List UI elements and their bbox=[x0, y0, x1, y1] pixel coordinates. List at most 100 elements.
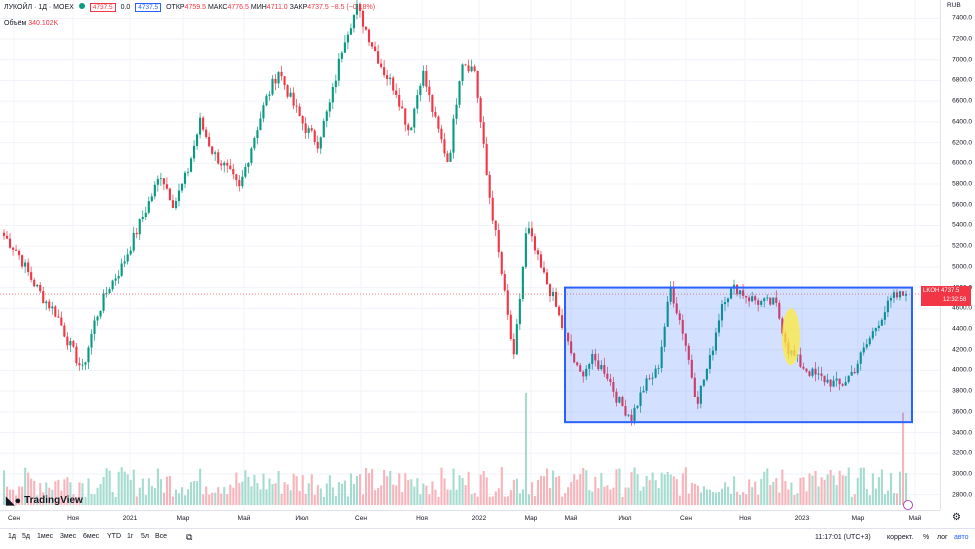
candle-body bbox=[123, 261, 126, 264]
volume-bar bbox=[464, 485, 467, 505]
volume-bar bbox=[238, 483, 241, 505]
volume-bar bbox=[190, 482, 193, 505]
volume-bar bbox=[358, 474, 362, 505]
volume-bar bbox=[211, 492, 214, 505]
volume-bar bbox=[582, 467, 585, 505]
candle-body bbox=[684, 333, 687, 346]
candle-body bbox=[579, 365, 582, 372]
volume-bar bbox=[473, 492, 476, 505]
price-chart[interactable] bbox=[0, 0, 940, 510]
auto-toggle[interactable]: авто bbox=[954, 534, 969, 541]
volume-bar bbox=[796, 493, 799, 505]
volume-bar bbox=[141, 478, 144, 505]
volume-bar bbox=[295, 476, 298, 505]
volume-bar bbox=[404, 473, 407, 505]
volume-bar bbox=[467, 471, 470, 505]
volume-bar bbox=[310, 474, 313, 505]
time-tick: 2022 bbox=[471, 515, 487, 522]
candle-body bbox=[558, 306, 561, 316]
sell-button[interactable]: 4737.5 bbox=[89, 3, 116, 12]
range-button-3[interactable]: 3мес bbox=[60, 533, 77, 540]
range-button-2[interactable]: 1мес bbox=[37, 533, 54, 540]
volume-bar bbox=[205, 486, 208, 505]
candle-body bbox=[337, 58, 340, 81]
volume-bar bbox=[817, 486, 820, 505]
currency-label[interactable]: RUB bbox=[947, 2, 961, 9]
candle-body bbox=[808, 371, 811, 376]
candle-body bbox=[274, 78, 277, 84]
volume-bar bbox=[177, 493, 181, 505]
volume-bar bbox=[702, 486, 705, 505]
volume-bar bbox=[905, 472, 908, 505]
candle-body bbox=[708, 355, 711, 369]
log-toggle[interactable]: лог bbox=[937, 534, 948, 541]
candle-body bbox=[289, 92, 292, 97]
compare-icon[interactable]: ⧉ bbox=[186, 532, 193, 542]
volume-bar bbox=[829, 469, 832, 505]
candle-body bbox=[247, 162, 250, 168]
candle-body bbox=[862, 347, 865, 353]
price-tick: 4400.0 bbox=[952, 325, 972, 333]
volume-bar bbox=[618, 468, 621, 505]
candle-body bbox=[265, 95, 268, 106]
volume-bar bbox=[663, 474, 666, 505]
candle-body bbox=[440, 128, 443, 140]
clock-time[interactable]: 11:17:01 (UTC+3) bbox=[815, 534, 871, 541]
range-button-6[interactable]: 1г bbox=[127, 533, 134, 540]
candle-body bbox=[548, 284, 552, 297]
candle-body bbox=[292, 92, 295, 106]
volume-bar bbox=[850, 496, 853, 505]
candle-body bbox=[853, 371, 856, 374]
range-button-5[interactable]: YTD bbox=[107, 533, 121, 540]
range-button-7[interactable]: 5л bbox=[141, 533, 149, 540]
volume-bar bbox=[129, 479, 132, 505]
volume-bar bbox=[838, 470, 841, 505]
adjust-toggle[interactable]: коррект. bbox=[887, 534, 914, 541]
tradingview-logo[interactable]: ◣● TradingView bbox=[6, 494, 83, 507]
candle-body bbox=[189, 158, 193, 172]
candle-body bbox=[880, 319, 883, 326]
candle-body bbox=[328, 102, 331, 112]
volume-bar bbox=[485, 477, 488, 505]
range-button-1[interactable]: 5д bbox=[22, 533, 30, 540]
candle-body bbox=[835, 378, 838, 381]
volume-bar bbox=[699, 492, 702, 505]
volume-bar bbox=[892, 492, 896, 505]
range-button-0[interactable]: 1д bbox=[8, 533, 16, 540]
volume-bar bbox=[895, 493, 899, 505]
candle-body bbox=[760, 301, 763, 305]
candle-body bbox=[114, 278, 117, 281]
volume-bar bbox=[105, 468, 108, 505]
volume-bar bbox=[552, 470, 555, 505]
candle-body bbox=[307, 128, 310, 133]
volume-bar bbox=[530, 482, 534, 505]
candle-body bbox=[42, 291, 45, 304]
symbol-title[interactable]: ЛУКОЙЛ · 1Д · MOEX bbox=[4, 4, 74, 11]
volume-bar bbox=[443, 478, 446, 505]
volume-bar bbox=[708, 489, 712, 505]
candle-body bbox=[702, 379, 705, 386]
candle-body bbox=[865, 344, 868, 348]
volume-bar bbox=[684, 467, 687, 505]
price-axis[interactable]: RUB 7400.0 7200.0 7000.0 6800.0 6600.0 6400.0… bbox=[940, 0, 975, 510]
range-button-8[interactable]: Все bbox=[155, 533, 168, 540]
settings-icon[interactable]: ⚙ bbox=[952, 512, 961, 523]
candle-body bbox=[253, 138, 256, 149]
percent-toggle[interactable]: % bbox=[923, 534, 930, 541]
volume-bar bbox=[509, 490, 512, 505]
volume-bar bbox=[778, 492, 781, 505]
candle-body bbox=[389, 77, 392, 80]
candle-body bbox=[36, 284, 39, 287]
candle-body bbox=[594, 353, 597, 361]
volume-bar bbox=[877, 477, 880, 505]
candle-body bbox=[271, 78, 274, 95]
volume-bar bbox=[413, 486, 416, 505]
candle-body bbox=[90, 333, 93, 348]
chart-canvas[interactable]: ЛУКОЙЛ · 1Д · MOEX 4737.5 0.0 4737.5 ОТК… bbox=[0, 0, 940, 510]
buy-button[interactable]: 4737.5 bbox=[135, 3, 162, 12]
range-button-4[interactable]: 6мес bbox=[83, 533, 100, 540]
time-axis[interactable]: Сен Ноя 2021 Мар Май Июл Сен Ноя 2022 Мар Май Июл Се… bbox=[0, 510, 940, 529]
tradingview-text: TradingView bbox=[24, 495, 83, 506]
candle-body bbox=[642, 390, 645, 393]
candle-body bbox=[561, 315, 564, 328]
